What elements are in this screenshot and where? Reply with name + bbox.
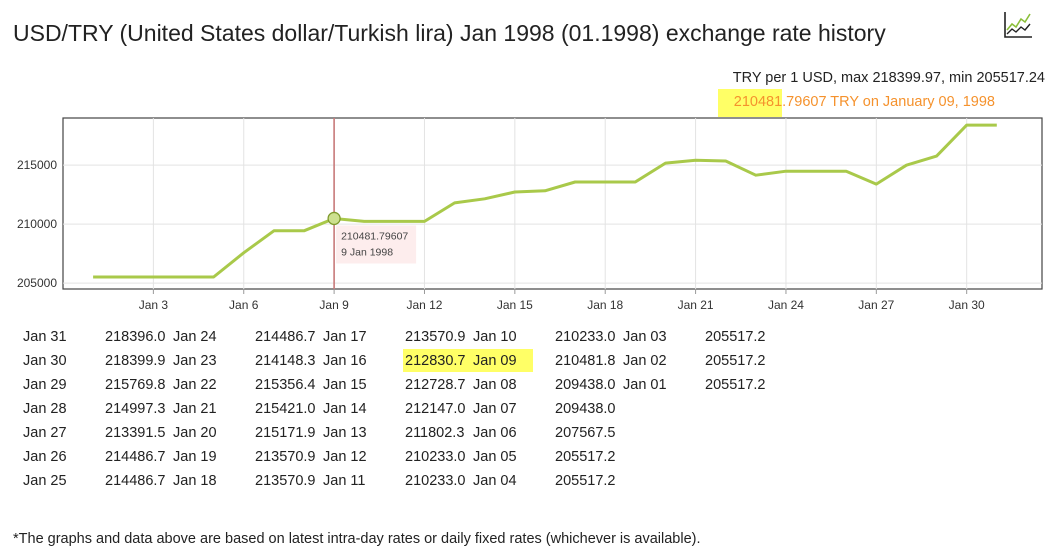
table-value: 209438.0: [555, 401, 616, 417]
table-date: Jan 22: [173, 377, 217, 393]
rate-table: Jan 31 218396.0 Jan 30 218399.9 Jan 29 215769…: [0, 326, 800, 496]
table-date: Jan 13: [323, 425, 367, 441]
table-value: 210481.8: [555, 353, 616, 369]
x-tick-label: Jan 30: [949, 298, 985, 312]
x-tick-label: Jan 21: [678, 298, 714, 312]
table-date: Jan 06: [473, 425, 517, 441]
table-value: 205517.2: [705, 353, 766, 369]
current-rate-highlight: 210481: [717, 89, 783, 117]
table-date: Jan 29: [23, 377, 67, 393]
table-date: Jan 07: [473, 401, 517, 417]
table-date: Jan 01: [623, 377, 667, 393]
table-value: 212830.7: [405, 353, 466, 369]
table-value: 214486.7: [105, 449, 166, 465]
table-date: Jan 15: [323, 377, 367, 393]
table-date: Jan 02: [623, 353, 667, 369]
hover-point[interactable]: [327, 211, 341, 226]
table-date: Jan 23: [173, 353, 217, 369]
table-value: 211802.3: [405, 425, 465, 441]
x-tick-label: Jan 27: [858, 298, 894, 312]
table-value: 213570.9: [255, 473, 316, 489]
table-value: 209438.0: [555, 377, 616, 393]
table-value: 212147.0: [405, 401, 466, 417]
table-value: 215769.8: [105, 377, 166, 393]
plot-frame: [62, 117, 1043, 290]
table-date: Jan 19: [173, 449, 217, 465]
x-tick-label: Jan 15: [497, 298, 533, 312]
table-value: 212728.7: [405, 377, 466, 393]
table-date: Jan 11: [323, 473, 366, 489]
table-value: 213570.9: [405, 329, 466, 345]
y-tick-label: 205000: [17, 276, 57, 290]
series-line: [93, 123, 997, 279]
table-date: Jan 27: [23, 425, 67, 441]
table-date: Jan 04: [473, 473, 517, 489]
table-date: Jan 24: [173, 329, 217, 345]
tooltip-value: 210481.79607: [341, 230, 408, 242]
y-tick-label: 215000: [17, 158, 57, 172]
table-date: Jan 20: [173, 425, 217, 441]
table-date: Jan 30: [23, 353, 67, 369]
current-rate-rest: .79607 TRY on January 09, 1998: [782, 94, 995, 110]
table-date: Jan 31: [23, 329, 67, 345]
x-tick-label: Jan 12: [406, 298, 442, 312]
table-date: Jan 09: [473, 353, 517, 369]
table-value: 214148.3: [255, 353, 316, 369]
table-date: Jan 28: [23, 401, 67, 417]
table-date: Jan 03: [623, 329, 667, 345]
current-rate: 210481.79607 TRY on January 09, 1998: [717, 89, 995, 117]
table-value: 207567.5: [555, 425, 616, 441]
table-value: 215171.9: [255, 425, 316, 441]
table-value: 213570.9: [255, 449, 316, 465]
tooltip-box: [336, 225, 417, 264]
table-value: 210233.0: [555, 329, 616, 345]
y-tick-label: 210000: [17, 217, 57, 231]
table-value: 205517.2: [705, 377, 766, 393]
table-value: 205517.2: [555, 473, 616, 489]
table-date: Jan 12: [323, 449, 367, 465]
table-date: Jan 21: [173, 401, 217, 417]
table-date: Jan 14: [323, 401, 367, 417]
x-tick-label: Jan 18: [587, 298, 623, 312]
table-date: Jan 08: [473, 377, 517, 393]
table-value: 218396.0: [105, 329, 166, 345]
line-chart-icon[interactable]: [1003, 10, 1033, 40]
table-date: Jan 16: [323, 353, 367, 369]
table-value: 214486.7: [255, 329, 316, 345]
x-tick-label: Jan 9: [319, 298, 349, 312]
table-date: Jan 05: [473, 449, 517, 465]
x-tick-label: Jan 6: [229, 298, 259, 312]
table-value: 218399.9: [105, 353, 166, 369]
footnote: *The graphs and data above are based on …: [13, 531, 701, 547]
table-value: 215421.0: [255, 401, 316, 417]
table-value: 214486.7: [105, 473, 166, 489]
exchange-rate-chart[interactable]: Jan 3 Jan 6 Jan 9 Jan 12 Jan 15 Jan 18 Jan 21 J…: [0, 110, 1054, 315]
table-date: Jan 10: [473, 329, 517, 345]
table-value: 210233.0: [405, 449, 466, 465]
page-title: USD/TRY (United States dollar/Turkish li…: [13, 20, 886, 46]
table-value: 214997.3: [105, 401, 166, 417]
table-value: 210233.0: [405, 473, 466, 489]
table-value: 205517.2: [555, 449, 616, 465]
table-value: 205517.2: [705, 329, 766, 345]
table-row-highlight: [403, 349, 533, 372]
table-date: Jan 25: [23, 473, 67, 489]
tooltip-date: 9 Jan 1998: [341, 246, 393, 258]
table-value: 213391.5: [105, 425, 166, 441]
table-date: Jan 18: [173, 473, 217, 489]
x-tick-label: Jan 3: [139, 298, 169, 312]
table-value: 215356.4: [255, 377, 316, 393]
table-date: Jan 17: [323, 329, 367, 345]
x-tick-label: Jan 24: [768, 298, 804, 312]
table-date: Jan 26: [23, 449, 67, 465]
range-summary: TRY per 1 USD, max 218399.97, min 205517…: [732, 70, 1045, 86]
